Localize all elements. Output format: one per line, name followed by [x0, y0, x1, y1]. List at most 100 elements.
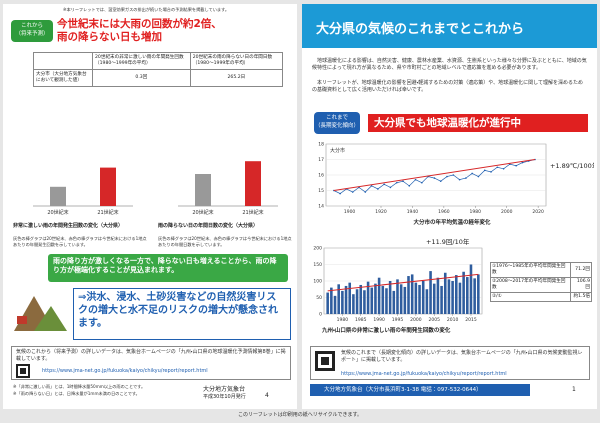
x-tick-label: 21世紀末: [97, 209, 118, 216]
footnote: ※「雨の降らない日」とは、日降水量が1mm未満の日のことです。: [13, 391, 140, 396]
bar: [370, 287, 374, 314]
bar: [425, 289, 429, 314]
y-tick-label: 200: [313, 246, 322, 252]
footer-url: https://www.jma-net.go.jp/fukuoka/kaiyo/…: [341, 371, 507, 377]
y-tick-label: 14: [318, 204, 324, 210]
data-point: [433, 177, 436, 179]
annotation: +1.89℃/100年: [550, 161, 594, 170]
x-tick-label: 1940: [407, 209, 419, 215]
bar: [421, 281, 425, 314]
bar: [466, 277, 469, 314]
badge: これまで （長期変化傾向）: [314, 112, 360, 134]
note: ※本リーフレットでは、温室効果ガスの排出が続いた場合の予測結果を掲載しています。: [63, 7, 230, 12]
house: [17, 316, 27, 324]
data-point: [471, 172, 473, 175]
y-tick-label: 18: [318, 142, 324, 148]
data-point: [402, 180, 404, 182]
trend-line: [327, 273, 479, 292]
bar: [473, 278, 476, 314]
data-point: [515, 164, 517, 167]
title: 大分県の気候のこれまでとこれから: [316, 22, 525, 37]
x-tick-label: 20世紀末: [192, 209, 213, 216]
table-cell: ①1976～1985年の平均年間発生回数: [489, 262, 572, 278]
bar: [477, 274, 480, 314]
data-point: [439, 180, 442, 182]
bar: [403, 286, 407, 314]
y-tick-label: 0: [319, 312, 322, 318]
bar: [392, 290, 396, 314]
x-tick-label: 1980: [337, 317, 349, 323]
x-tick-label: 2015: [465, 317, 477, 323]
table-row: ②2008～2017年の平均年間発生回数 106.9回: [489, 277, 592, 293]
data-point: [446, 175, 448, 178]
x-tick-label: 2010: [447, 317, 459, 323]
chart-note: 灰色の棒グラフは20世紀末、赤色の棒グラフは今世紀末における1地点あたりの年間発…: [13, 236, 147, 247]
bar: [359, 284, 363, 314]
office: 大分地方気象台: [203, 386, 246, 393]
bar: [458, 282, 462, 314]
data-point: [483, 169, 486, 172]
chart-title: 非常に激しい雨の年間発生回数の変化（大分県）: [13, 223, 124, 229]
header-band: 大分県の気候のこれまでとこれから: [302, 4, 597, 48]
heading: 大分県でも地球温暖化が進行中: [368, 114, 588, 132]
bar: [337, 284, 340, 314]
bar: [407, 276, 410, 314]
x-tick-label: 1985: [355, 317, 367, 323]
intro-paragraph: 本リーフレットが、地球温暖化の影響を回避・軽減するための対策（適応策）や、地球温…: [312, 80, 584, 93]
bar: [330, 287, 333, 314]
bar: [374, 283, 377, 314]
data-point: [414, 178, 417, 181]
data-point: [377, 188, 379, 190]
table-row: 大分市（大分地方気象台において観測した値） 0.3回 265.2日: [33, 69, 284, 87]
data-point: [452, 174, 455, 176]
table: 20世紀末の非常に激しい雨の年間発生回数（1980～1999年の平均） 20世紀…: [33, 52, 284, 87]
data-point: [502, 168, 505, 170]
table-header: 20世紀末の非常に激しい雨の年間発生回数（1980～1999年の平均）: [92, 52, 191, 70]
table-cell: 106.9回: [570, 277, 592, 293]
y-tick-label: 50: [316, 295, 322, 301]
bottom-note: このリーフレットは印刷用の紙へリサイクルできます。: [238, 412, 362, 418]
consequence-box: ⇒洪水、浸水、土砂災害などの自然災害リスクの増大と水不足のリスクの増大が懸念され…: [73, 288, 291, 340]
data-point: [490, 171, 492, 173]
data-point: [465, 177, 467, 179]
badge-line: これまで: [325, 115, 348, 121]
bar: [388, 281, 392, 314]
left-page: ※本リーフレットでは、温室効果ガスの排出が続いた場合の予測結果を掲載しています。…: [3, 4, 297, 409]
badge: これから （将来予測）: [11, 20, 53, 42]
bar: [363, 290, 366, 314]
illustration: [14, 296, 67, 331]
x-tick-label: 21世紀末: [242, 209, 263, 216]
trend-line: [333, 159, 536, 191]
bar: [414, 282, 418, 314]
x-tick-label: 1980: [470, 209, 482, 215]
table-cell: 71.2回: [570, 262, 592, 278]
page-number: 1: [572, 386, 576, 393]
table-header: 20世紀末の雨の降らない日の年間日数（1980～1999年の平均）: [189, 52, 284, 70]
table-cell: [33, 52, 93, 70]
bar: [410, 274, 414, 314]
bar: [462, 271, 465, 314]
heading: 今世紀末には大雨の回数が約2倍、 雨の降らない日も増加: [57, 18, 292, 44]
bar: [344, 285, 348, 314]
bar: [432, 283, 436, 314]
temperature-chart: 14 15 16 17 18 1900 1920 1940 1960 1980 2000 2020 大分…: [318, 142, 594, 216]
y-tick-label: 15: [318, 188, 324, 194]
data-point: [383, 183, 385, 186]
qr-code: [315, 351, 335, 371]
bar: [399, 284, 403, 314]
data-point: [364, 191, 367, 193]
table-cell: 265.2日: [189, 69, 284, 87]
x-tick-label: 2005: [429, 317, 441, 323]
footer-box: 気候のこれまで（長期変化傾向）の詳しいデータは、気象台ホームページの「九州・山口…: [310, 346, 590, 380]
data-point: [395, 181, 398, 184]
data-point: [339, 192, 341, 195]
annotation: +11.9回/10年: [426, 237, 470, 246]
table-cell: 約1.5倍: [570, 292, 592, 302]
table-cell: 大分市（大分地方気象台において観測した値）: [33, 69, 93, 87]
y-tick-label: 150: [313, 262, 322, 268]
chart-note: 灰色の棒グラフは20世紀末、赤色の棒グラフは今世紀末における1地点あたりの年間日…: [158, 236, 292, 247]
office-band: 大分地方気象台（大分市長浜町3-1-38 電話：097-532-0644）: [310, 384, 530, 396]
bar: [418, 284, 421, 314]
x-tick-label: 20世紀末: [47, 209, 68, 216]
